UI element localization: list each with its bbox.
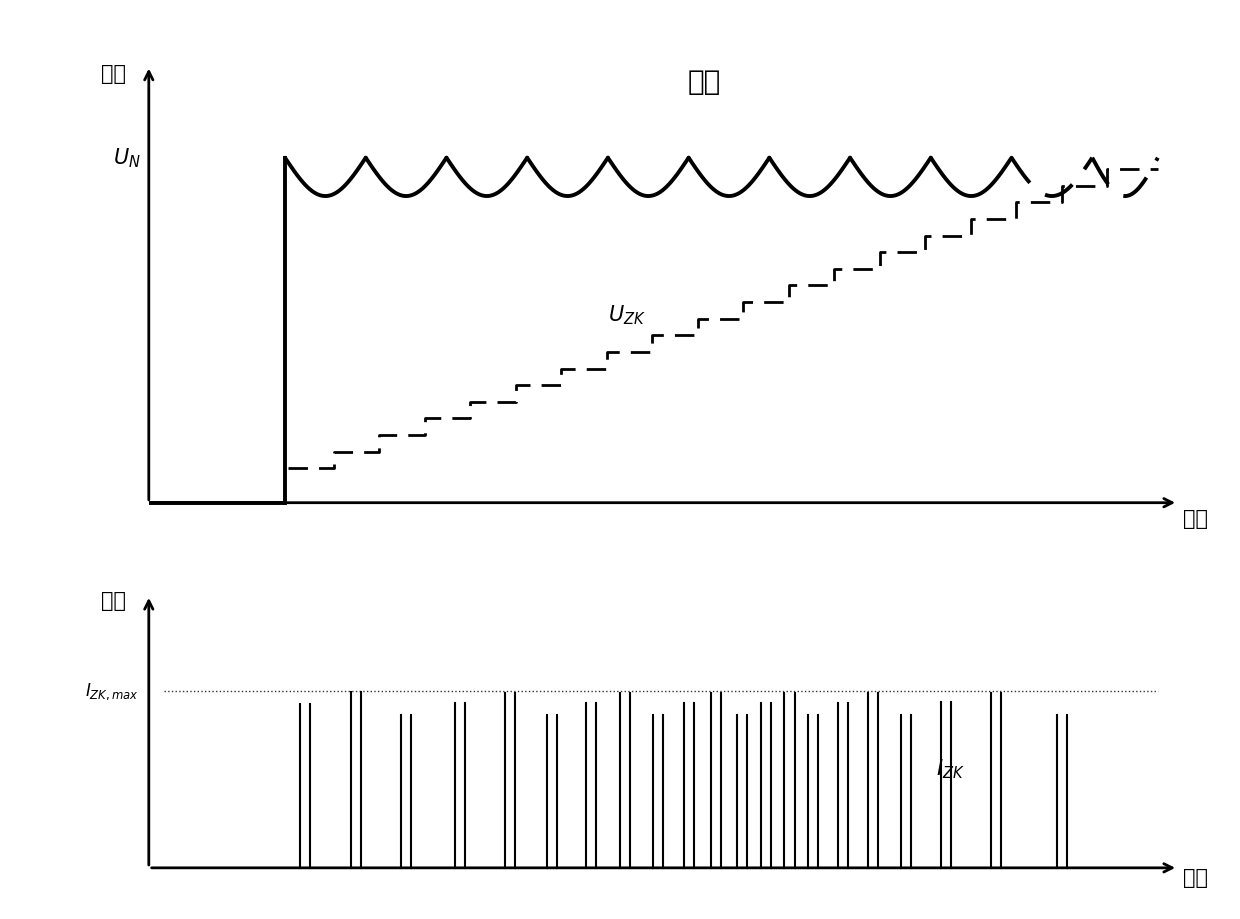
Text: 时间: 时间 <box>1183 508 1208 528</box>
Text: 时间: 时间 <box>1183 868 1208 888</box>
Text: $U_{ZK}$: $U_{ZK}$ <box>608 303 646 327</box>
Text: 电流: 电流 <box>100 590 126 610</box>
Text: $I_{ZK,max}$: $I_{ZK,max}$ <box>84 681 139 701</box>
Text: 电压: 电压 <box>100 64 126 85</box>
Text: $I_{ZK}$: $I_{ZK}$ <box>936 756 965 780</box>
Text: 电源: 电源 <box>687 68 720 96</box>
Text: $U_N$: $U_N$ <box>113 147 140 170</box>
